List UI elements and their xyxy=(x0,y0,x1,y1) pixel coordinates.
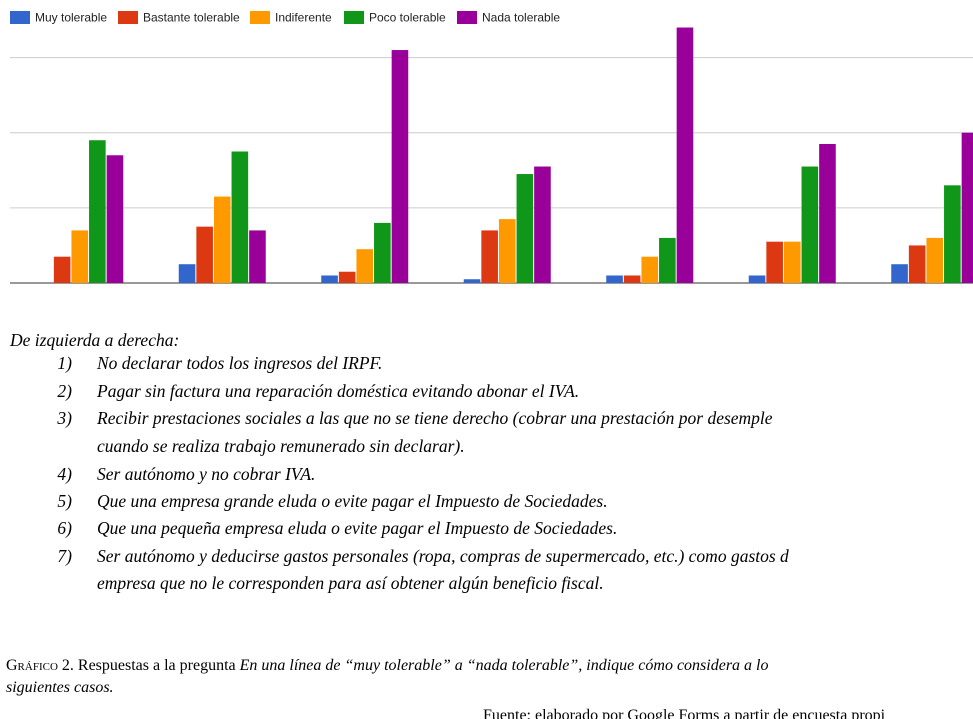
bar xyxy=(944,185,961,283)
item-text: Ser autónomo y deducirse gastos personal… xyxy=(97,546,789,566)
bar xyxy=(766,241,783,283)
item-text: No declarar todos los ingresos del IRPF. xyxy=(97,353,383,373)
bar xyxy=(961,132,973,283)
bar xyxy=(196,226,213,283)
list-intro: De izquierda a derecha: xyxy=(10,330,180,350)
item-text: cuando se realiza trabajo remunerado sin… xyxy=(97,436,465,456)
bar xyxy=(356,249,374,283)
bar xyxy=(623,275,641,283)
bar xyxy=(71,230,89,283)
bar xyxy=(321,275,338,283)
item-number: 2) xyxy=(57,381,72,401)
bar xyxy=(498,219,516,283)
caption-question: siguientes casos. xyxy=(6,679,114,696)
bar xyxy=(213,196,231,283)
item-number: 3) xyxy=(57,408,72,428)
caption-text: Respuestas a la pregunta xyxy=(77,657,236,674)
item-text: Que una empresa grande eluda o evite pag… xyxy=(97,491,608,511)
bar xyxy=(926,237,944,283)
bar xyxy=(178,264,196,283)
bar xyxy=(891,264,908,283)
item-number: 6) xyxy=(57,518,72,538)
legend-swatch xyxy=(457,11,477,24)
bar xyxy=(374,222,391,283)
bar xyxy=(819,143,836,283)
bar xyxy=(801,166,819,283)
bar xyxy=(641,256,659,283)
source: Fuente: elaborado por Google Forms a par… xyxy=(483,707,886,719)
bar xyxy=(249,230,266,283)
bar xyxy=(391,50,409,283)
item-text: Ser autónomo y no cobrar IVA. xyxy=(97,464,316,484)
legend-label: Poco tolerable xyxy=(369,11,446,25)
bar xyxy=(338,271,356,283)
item-text: Que una pequeña empresa eluda o evite pa… xyxy=(97,518,618,538)
bar xyxy=(748,275,766,283)
bar xyxy=(463,279,481,283)
item-number: 7) xyxy=(57,546,72,566)
bar xyxy=(516,174,534,283)
bar xyxy=(659,237,676,283)
chart: Muy tolerable Bastante tolerable Indiferen… xyxy=(10,11,973,284)
legend-label: Indiferente xyxy=(275,11,332,25)
caption: Gráfico 2. Respuestas a la pregunta En u… xyxy=(6,656,768,676)
item-text: Pagar sin factura una reparación domésti… xyxy=(97,381,580,401)
caption-question: En una línea de “muy tolerable” a “nada … xyxy=(239,657,769,674)
caption-label: Gráfico 2. xyxy=(6,657,74,674)
bar xyxy=(481,230,498,283)
item-number: 4) xyxy=(57,464,72,484)
bar xyxy=(534,166,551,283)
bar xyxy=(783,241,801,283)
legend-swatch xyxy=(10,11,30,24)
item-number: 1) xyxy=(57,353,72,373)
legend-label: Nada tolerable xyxy=(482,11,560,25)
bar xyxy=(53,256,71,283)
bar xyxy=(606,275,623,283)
legend-label: Bastante tolerable xyxy=(143,11,240,25)
item-text: Recibir prestaciones sociales a las que … xyxy=(97,408,773,428)
item-text: empresa que no le corresponden para así … xyxy=(97,573,604,593)
bar xyxy=(89,140,106,283)
bar xyxy=(676,27,694,284)
legend-swatch xyxy=(250,11,270,24)
legend-swatch xyxy=(118,11,138,24)
item-number: 5) xyxy=(57,491,72,511)
legend-swatch xyxy=(344,11,364,24)
bar xyxy=(231,151,249,283)
legend-label: Muy tolerable xyxy=(35,11,107,25)
bar xyxy=(908,245,926,283)
bar xyxy=(106,155,124,283)
